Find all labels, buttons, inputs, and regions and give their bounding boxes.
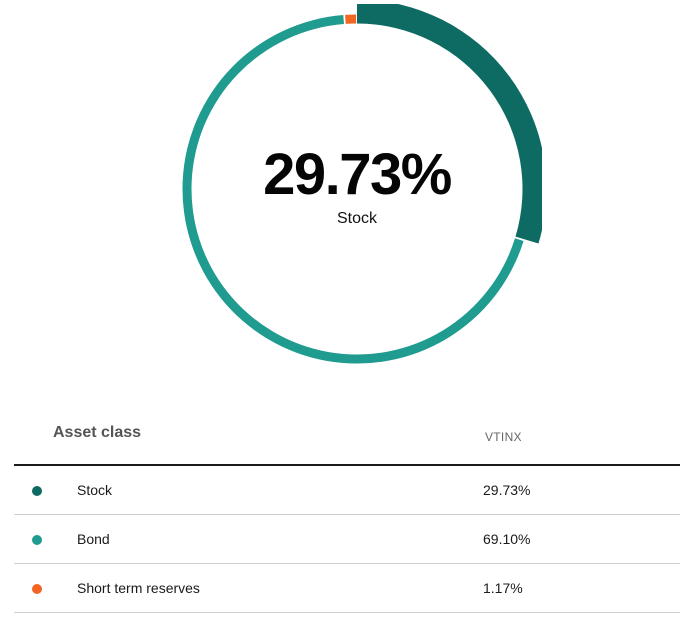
table-rows: Stock 29.73% Bond 69.10% Short term reserves… <box>14 466 680 613</box>
table-row-short-term-reserves: Short term reserves 1.17% <box>14 564 680 613</box>
legend-dot-icon <box>32 584 42 594</box>
donut-center: 29.73% Stock <box>172 4 542 374</box>
header-fund-ticker: VTINX <box>485 430 522 444</box>
table-row-stock: Stock 29.73% <box>14 466 680 515</box>
legend-dot-icon <box>32 535 42 545</box>
header-asset-class: Asset class <box>53 424 142 441</box>
asset-class-value: 69.10% <box>483 531 531 547</box>
donut-slice-short-term-reserves[interactable] <box>345 14 357 24</box>
asset-class-name: Short term reserves <box>77 580 200 596</box>
asset-class-value: 29.73% <box>483 482 531 498</box>
table-header: Asset class VTINX <box>14 412 680 466</box>
asset-class-table: Asset class VTINX Stock 29.73% Bond 69.10% S… <box>14 412 680 613</box>
asset-class-value: 1.17% <box>483 580 523 596</box>
center-caption: Stock <box>336 210 377 227</box>
table-row-bond: Bond 69.10% <box>14 515 680 564</box>
donut-slice-stock[interactable] <box>357 4 542 244</box>
donut-chart: 29.73% Stock <box>172 4 542 374</box>
asset-class-name: Bond <box>77 531 110 547</box>
legend-dot-icon <box>32 486 42 496</box>
asset-class-name: Stock <box>77 482 113 498</box>
center-value: 29.73% <box>263 142 452 207</box>
donut-svg <box>182 4 542 364</box>
